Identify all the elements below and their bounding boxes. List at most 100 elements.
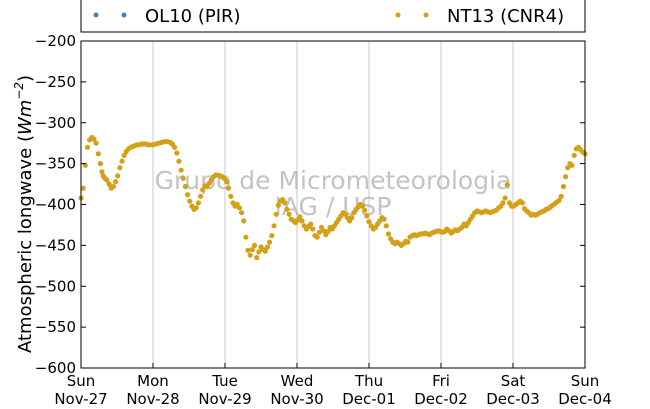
data-point (182, 183, 188, 190)
data-point (297, 214, 303, 220)
legend-frame (80, 0, 586, 33)
data-point (249, 246, 255, 253)
data-point (241, 218, 247, 224)
data-point (254, 255, 260, 261)
x-tick-label-day: Thu (354, 372, 383, 390)
data-point (236, 205, 242, 211)
x-tick-label-date: Nov-27 (54, 390, 107, 408)
data-point (97, 161, 103, 167)
data-point (262, 248, 268, 254)
data-point (558, 193, 564, 199)
y-tick-label: −400 (35, 196, 76, 214)
x-tick-label-date: Nov-29 (198, 390, 251, 408)
legend-marker-nt13-a (395, 12, 401, 18)
data-point (110, 183, 116, 190)
y-tick-label: −200 (35, 32, 76, 50)
x-tick-label-date: Nov-30 (270, 390, 323, 408)
data-point (271, 223, 277, 229)
data-point (99, 169, 105, 175)
data-point (106, 181, 112, 187)
legend-marker-ol10-b (121, 12, 127, 18)
legend-marker-ol10-a (93, 12, 99, 18)
data-point (364, 213, 370, 219)
data-point (197, 193, 204, 199)
x-tick-label-date: Dec-04 (558, 390, 612, 408)
y-axis-label: Atmospheric longwave (Wm−2) (12, 75, 36, 353)
y-axis-label-paren-open: ( (15, 135, 36, 142)
data-point (228, 193, 234, 199)
data-point (310, 226, 316, 232)
y-tick-label: −600 (35, 359, 76, 377)
data-point (267, 239, 273, 245)
data-point (174, 150, 180, 156)
data-point (93, 140, 99, 146)
data-point (195, 200, 201, 206)
data-point (269, 233, 275, 239)
data-point (381, 216, 387, 222)
x-tick-label-day: Fri (432, 372, 450, 390)
data-point (104, 177, 110, 183)
data-point (569, 162, 575, 168)
watermark-line-2: IAG / USP (275, 192, 392, 221)
data-point (385, 231, 391, 237)
data-point (172, 144, 178, 150)
data-point (519, 200, 526, 206)
data-point (243, 234, 249, 240)
x-tick-label-date: Dec-03 (486, 390, 540, 408)
data-point (115, 173, 121, 179)
data-point (286, 211, 292, 217)
data-point (223, 179, 229, 185)
data-point (500, 200, 506, 206)
data-point (366, 219, 372, 225)
data-point (563, 174, 569, 180)
data-point (200, 187, 206, 193)
data-point (239, 210, 245, 216)
data-point (251, 242, 258, 248)
data-point (316, 229, 322, 235)
data-point (121, 152, 127, 158)
y-tick-label: −350 (35, 155, 76, 173)
x-tick-label-day: Sat (501, 372, 526, 390)
data-point (91, 136, 97, 142)
data-point (176, 158, 182, 164)
data-point (325, 228, 331, 235)
x-tick-label-day: Mon (137, 372, 169, 390)
x-tick-label-day: Wed (281, 372, 314, 390)
data-point (273, 211, 279, 217)
data-point (504, 182, 510, 188)
data-point (193, 205, 199, 211)
legend-label-ol10: OL10 (PIR) (145, 6, 241, 27)
y-tick-label: −500 (35, 277, 76, 295)
data-point (245, 247, 251, 253)
x-tick-label-day: Tue (211, 372, 238, 390)
data-point (308, 221, 314, 227)
x-tick-label-date: Dec-01 (342, 390, 396, 408)
data-point (405, 239, 411, 245)
x-axis: SunNov-27MonNov-28TueNov-29WedNov-30ThuD… (54, 363, 612, 408)
data-point (349, 215, 355, 221)
data-point (95, 151, 101, 157)
data-point (256, 249, 262, 255)
x-tick-label-day: Sun (67, 372, 96, 390)
y-axis-label-text: Atmospheric longwave (15, 148, 36, 353)
x-tick-label-date: Dec-02 (414, 390, 468, 408)
data-point (117, 165, 123, 171)
data-point (264, 244, 271, 250)
y-tick-label: −250 (35, 73, 76, 91)
y-tick-label: −550 (35, 318, 76, 336)
y-axis-label-unit: Wm (15, 100, 36, 135)
data-point (247, 252, 253, 258)
data-point (359, 203, 366, 209)
legend: OL10 (PIR) NT13 (CNR4) (80, 0, 586, 33)
data-point (383, 223, 389, 229)
legend-label-nt13: NT13 (CNR4) (447, 6, 564, 27)
data-point (321, 228, 327, 234)
legend-marker-nt13-b (423, 12, 429, 18)
data-point (187, 198, 193, 204)
y-axis-label-unit-exp: −2 (12, 82, 26, 100)
y-tick-label: −300 (35, 114, 76, 132)
data-point (556, 197, 562, 203)
data-point (284, 206, 290, 212)
data-point (113, 179, 119, 185)
